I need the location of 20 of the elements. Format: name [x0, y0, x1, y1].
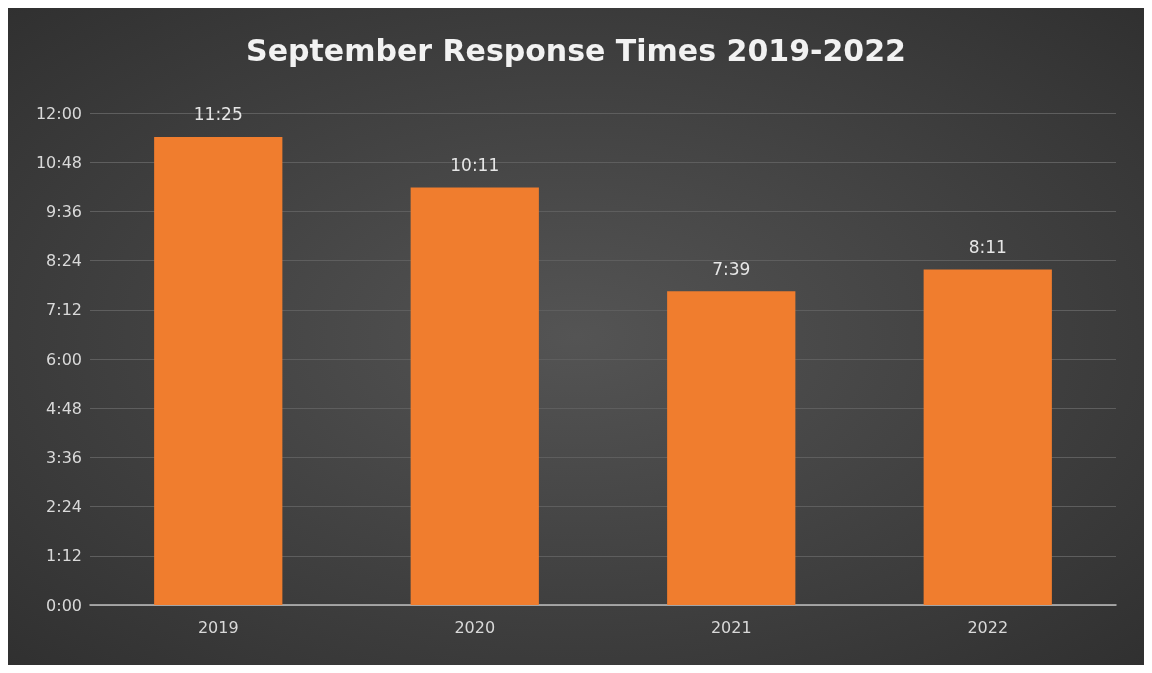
y-tick-label: 7:12: [46, 300, 82, 320]
data-label: 10:11: [450, 154, 500, 175]
x-tick-label: 2020: [454, 617, 496, 637]
y-tick-label: 1:12: [46, 546, 82, 566]
y-tick-label: 4:48: [46, 398, 82, 418]
y-tick-label: 2:24: [46, 497, 82, 517]
y-tick-label: 10:48: [35, 152, 82, 172]
x-tick-label: 2022: [967, 617, 1009, 637]
y-tick-label: 12:00: [35, 103, 82, 123]
data-label: 11:25: [193, 104, 243, 125]
y-tick-label: 0:00: [46, 595, 82, 615]
y-tick-label: 8:24: [46, 251, 82, 271]
y-tick-label: 3:36: [46, 447, 82, 467]
y-tick-label: 9:36: [46, 201, 82, 221]
data-label: 8:11: [968, 236, 1007, 257]
data-label: 7:39: [712, 258, 751, 279]
x-tick-label: 2021: [710, 617, 752, 637]
chart-title: September Response Times 2019-2022: [246, 32, 906, 68]
y-tick-label: 6:00: [46, 349, 82, 369]
x-tick-label: 2019: [197, 617, 239, 637]
